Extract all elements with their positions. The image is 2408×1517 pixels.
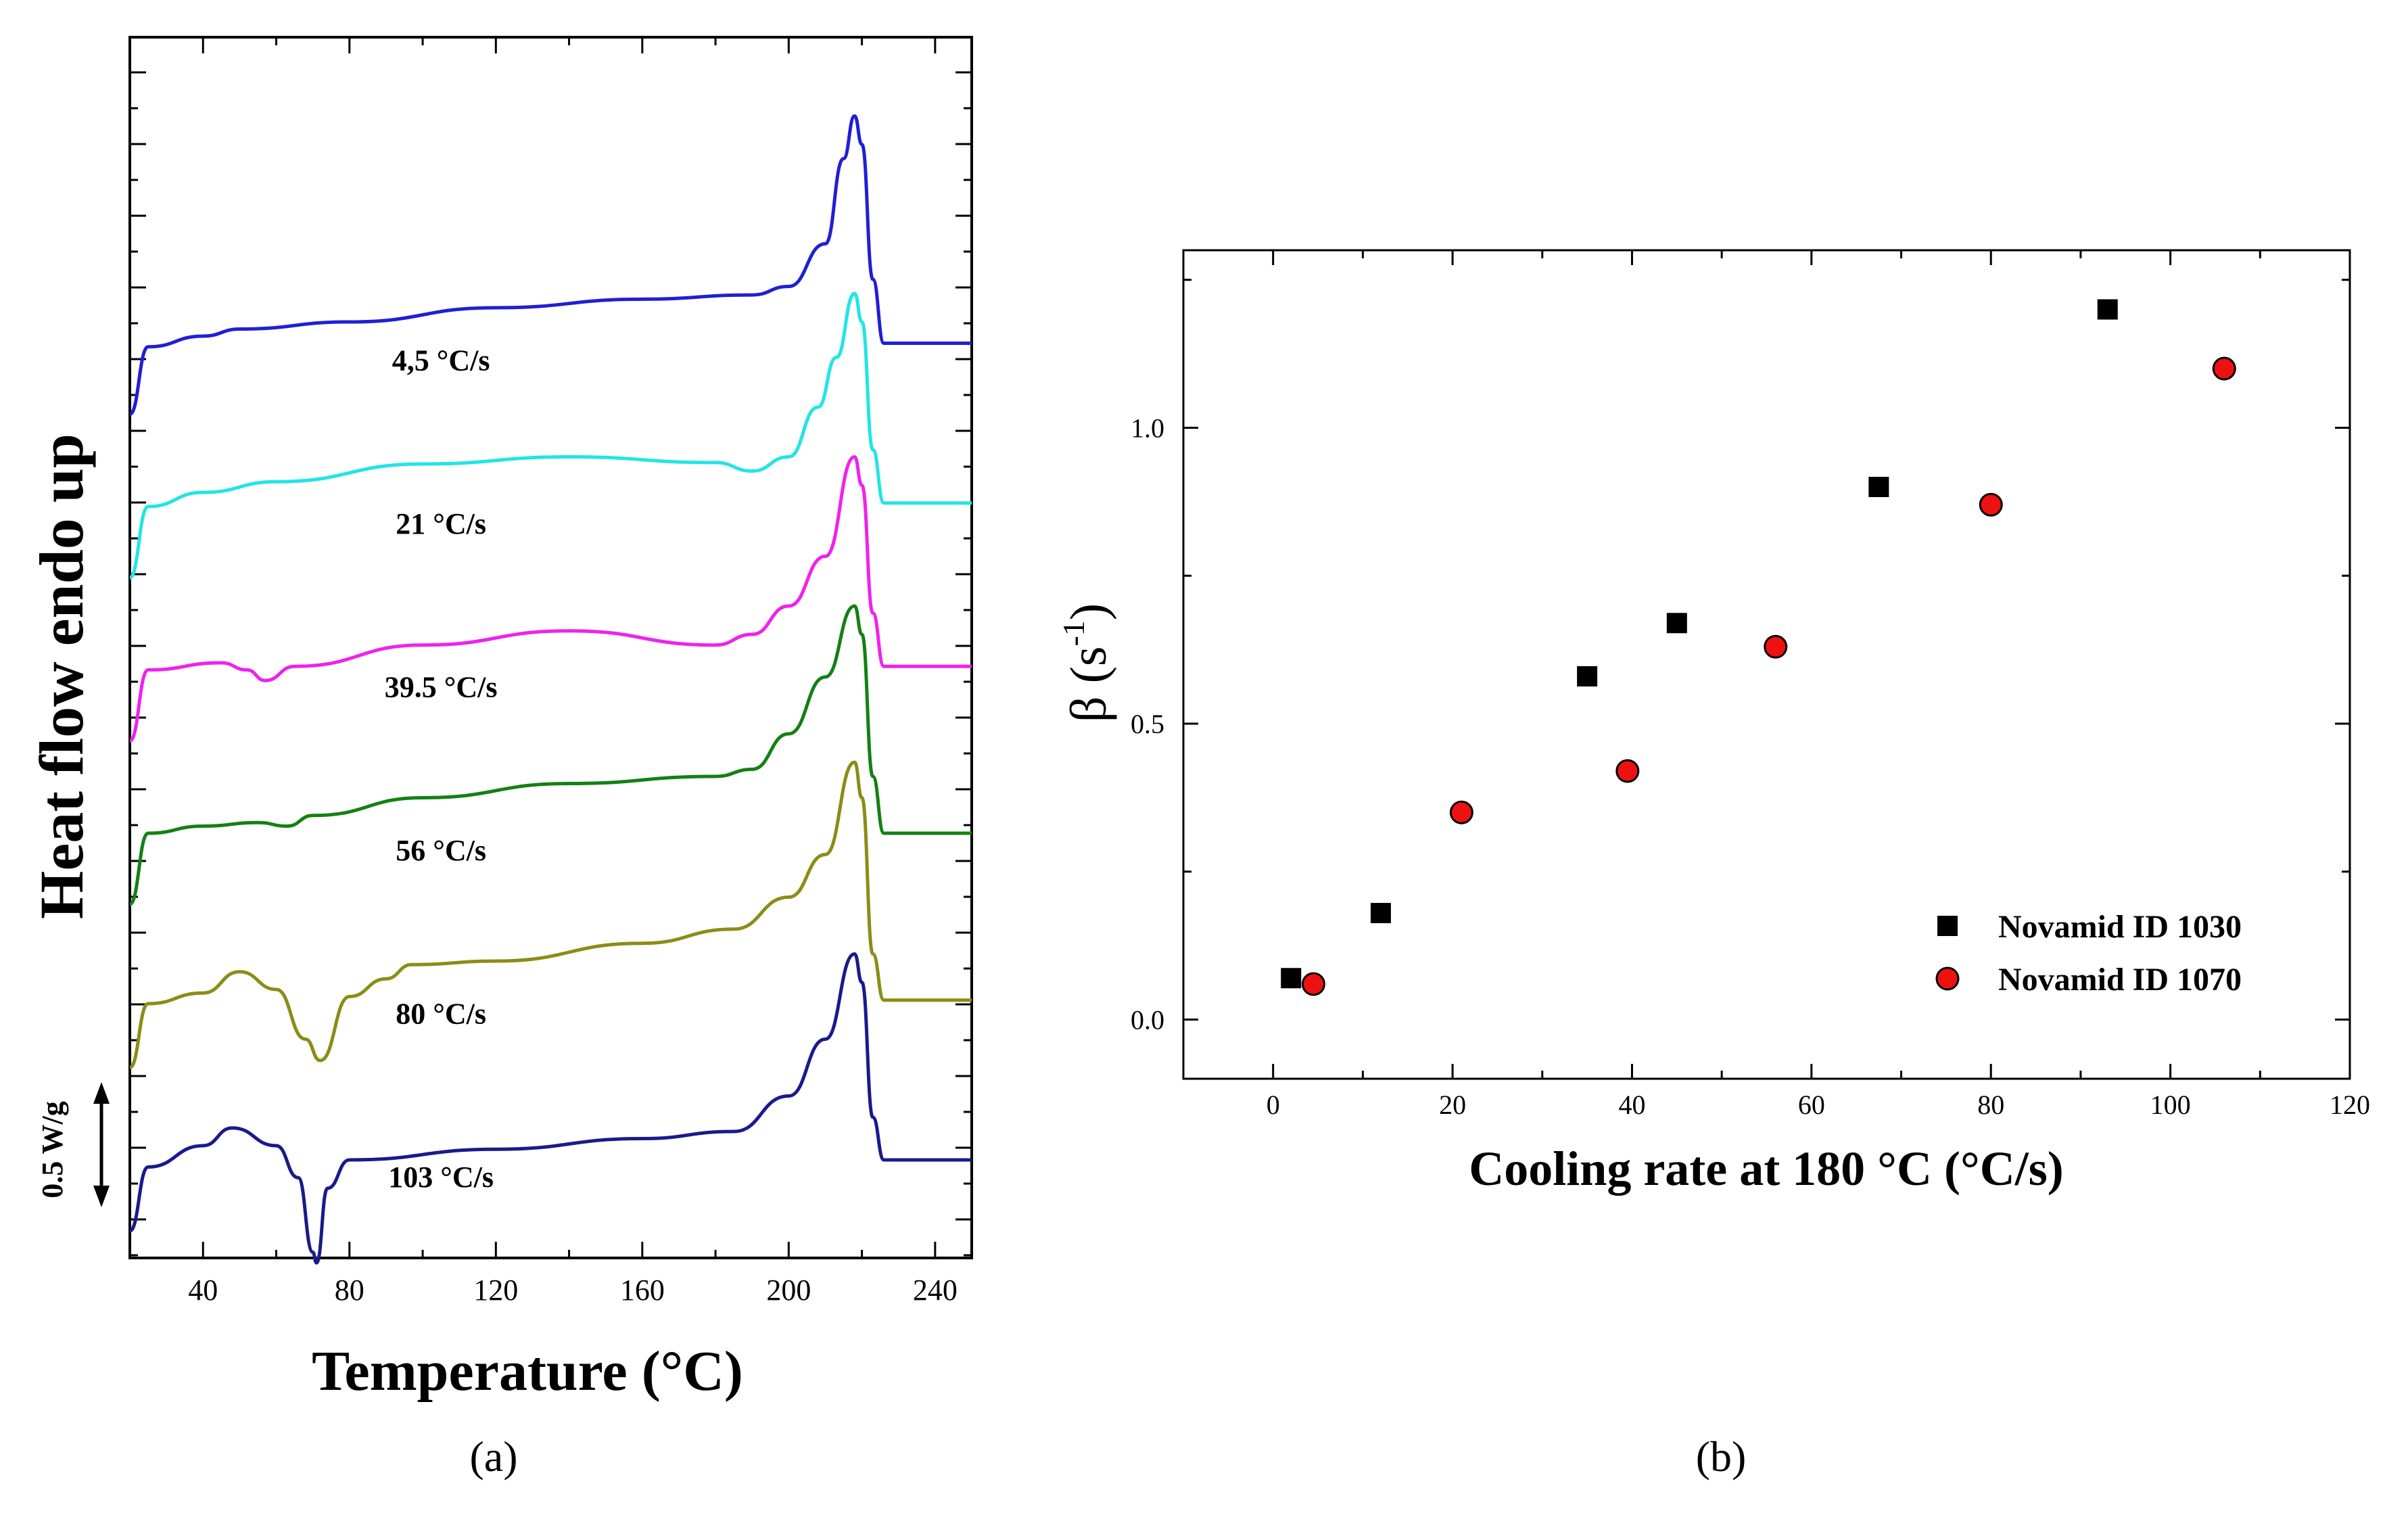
x-tick-label: 80 — [1977, 1090, 2004, 1120]
point-1030 — [1666, 613, 1687, 634]
panel-b-legend: Novamid ID 1030 Novamid ID 1070 — [1935, 909, 2242, 998]
point-1030 — [1868, 477, 1889, 497]
x-tick-label: 40 — [1618, 1090, 1645, 1120]
panel-b-caption: (b) — [1696, 1432, 1747, 1480]
panel-a-plot-frame — [128, 36, 973, 1259]
curve-2 — [128, 454, 972, 743]
legend-marker-square — [1937, 916, 1958, 936]
panel-b-y-axis-label-sup: -1 — [1056, 620, 1091, 646]
curve-label-2: 39.5 °C/s — [385, 670, 498, 703]
x-tick-label: 160 — [620, 1274, 665, 1307]
curve-4 — [128, 760, 972, 1069]
panel-b-plot-frame — [1182, 249, 2351, 1080]
curve-5 — [128, 952, 972, 1265]
x-tick-label: 100 — [2150, 1090, 2191, 1120]
point-1070 — [1764, 634, 1788, 659]
curve-label-0: 4,5 °C/s — [392, 344, 490, 377]
y-tick-label: 1.0 — [1131, 413, 1164, 444]
y-tick-label: 0.0 — [1131, 1005, 1164, 1035]
x-tick-label: 200 — [766, 1274, 811, 1307]
y-tick-label: 0.5 — [1131, 709, 1164, 739]
x-tick-label: 60 — [1798, 1090, 1825, 1120]
x-tick-label: 120 — [473, 1274, 518, 1307]
panel-b-y-axis-label-base: β (s — [1060, 647, 1117, 723]
panel-b-ticks: 0 20 40 60 80 100 120 0.0 0.5 1.0 — [1131, 250, 2370, 1120]
scale-bar-label: 0.5 W/g — [36, 1101, 69, 1198]
x-tick-label: 0 — [1267, 1090, 1280, 1120]
x-tick-label: 80 — [335, 1274, 364, 1307]
point-1030 — [1281, 968, 1302, 989]
curve-3 — [128, 604, 972, 906]
panel-a-x-axis-label: Temperature (°C) — [312, 1340, 743, 1403]
x-tick-label: 120 — [2330, 1090, 2370, 1120]
scale-bar: 0.5 W/g — [36, 1082, 110, 1207]
point-1070 — [2212, 356, 2236, 381]
panel-a-curve-labels: 4,5 °C/s 21 °C/s 39.5 °C/s 56 °C/s 80 °C/s 10… — [385, 344, 498, 1194]
point-1030 — [2097, 299, 2118, 320]
panel-a-y-axis-label: Heat flow endo up — [27, 434, 96, 919]
legend-marker-circle — [1935, 966, 1960, 991]
curve-label-1: 21 °C/s — [396, 507, 486, 540]
point-1070 — [1301, 972, 1325, 996]
x-tick-label: 40 — [188, 1274, 218, 1307]
x-tick-label: 20 — [1439, 1090, 1466, 1120]
legend-entry-1070: Novamid ID 1070 — [1998, 962, 2242, 998]
x-tick-label: 240 — [913, 1274, 958, 1307]
point-1070 — [1615, 759, 1640, 783]
curve-label-5: 103 °C/s — [388, 1161, 494, 1194]
point-1030 — [1370, 903, 1391, 923]
panel-a-caption: (a) — [469, 1432, 517, 1480]
curve-label-4: 80 °C/s — [396, 997, 486, 1030]
scale-bar-arrowhead-bottom — [93, 1186, 110, 1207]
panel-b-points — [1281, 299, 2236, 996]
curve-label-3: 56 °C/s — [396, 834, 486, 867]
panel-b: 0 20 40 60 80 100 120 0.0 0.5 1.0 Cooling rate at… — [1056, 249, 2370, 1480]
curve-0 — [128, 114, 972, 416]
point-1030 — [1577, 666, 1598, 686]
point-1070 — [1979, 492, 2003, 517]
panel-a: 40 80 120 160 200 240 4,5 °C/s 21 °C/s 39.5 °C/… — [27, 36, 973, 1480]
panel-a-ticks: 40 80 120 160 200 240 — [128, 37, 972, 1307]
point-1070 — [1449, 800, 1473, 824]
panel-b-y-axis-label-close: ) — [1060, 603, 1117, 620]
curve-1 — [128, 291, 972, 580]
panel-b-x-axis-label: Cooling rate at 180 °C (°C/s) — [1469, 1142, 2063, 1196]
legend-entry-1030: Novamid ID 1030 — [1998, 909, 2242, 945]
scale-bar-arrowhead-top — [93, 1082, 110, 1104]
panel-a-curves — [128, 114, 972, 1265]
panel-b-y-axis-label: β (s-1) — [1056, 603, 1117, 722]
